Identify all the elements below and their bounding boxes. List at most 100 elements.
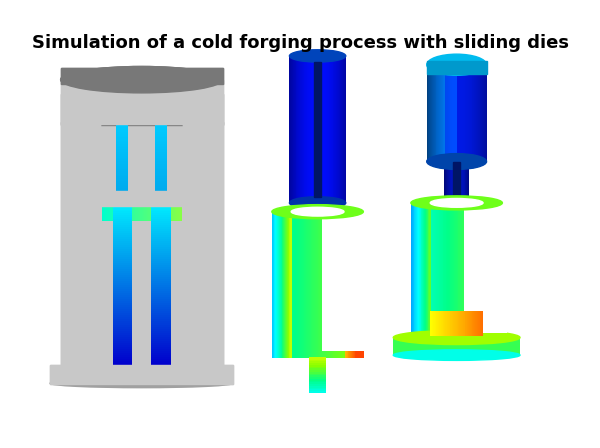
Bar — [438, 203, 439, 337]
Bar — [155, 123, 167, 125]
Bar — [454, 201, 455, 203]
Bar — [355, 212, 357, 358]
Bar — [451, 201, 452, 203]
Bar — [116, 202, 118, 221]
Bar — [443, 311, 445, 336]
Bar — [113, 317, 132, 319]
Bar — [155, 125, 167, 127]
Bar — [116, 179, 128, 181]
Bar — [302, 212, 304, 358]
Bar — [456, 201, 457, 203]
Bar — [462, 203, 463, 337]
Bar — [314, 62, 321, 197]
Bar — [151, 205, 170, 207]
Bar — [113, 223, 132, 225]
Bar — [309, 371, 326, 374]
Bar — [155, 171, 167, 173]
Bar — [298, 212, 299, 358]
Bar — [441, 65, 442, 162]
Bar — [151, 215, 170, 217]
Bar — [325, 56, 326, 203]
Bar — [113, 295, 132, 297]
Bar — [155, 152, 167, 154]
Bar — [170, 198, 172, 210]
Bar — [116, 171, 128, 173]
Bar — [113, 271, 132, 273]
Bar — [136, 202, 138, 221]
Bar — [278, 212, 280, 358]
Bar — [466, 162, 467, 201]
Bar — [151, 231, 170, 233]
Bar — [161, 202, 163, 221]
Bar — [155, 140, 167, 142]
Bar — [61, 80, 223, 124]
Bar — [113, 269, 132, 271]
Bar — [148, 198, 150, 210]
Bar — [116, 137, 128, 139]
Bar — [311, 212, 313, 358]
Bar — [116, 151, 128, 152]
Bar — [113, 287, 132, 289]
Bar — [61, 122, 223, 125]
Bar — [347, 212, 349, 358]
Bar — [151, 310, 170, 313]
Bar — [118, 202, 119, 221]
Bar — [461, 311, 463, 336]
Bar — [151, 313, 170, 315]
Bar — [155, 179, 167, 181]
Bar — [326, 212, 328, 358]
Bar — [284, 212, 286, 358]
Bar — [151, 328, 170, 331]
Bar — [113, 249, 132, 251]
Bar — [113, 237, 132, 239]
Bar — [446, 203, 448, 337]
Bar — [485, 65, 487, 162]
Bar — [309, 56, 310, 203]
Bar — [309, 361, 326, 363]
Bar — [155, 147, 167, 149]
Bar — [471, 311, 472, 336]
Bar — [144, 198, 146, 210]
Bar — [113, 263, 132, 265]
Bar — [151, 211, 170, 214]
Bar — [113, 306, 132, 309]
Bar — [113, 249, 132, 251]
Bar — [116, 166, 128, 168]
Bar — [334, 212, 335, 358]
Bar — [463, 65, 464, 162]
Bar — [136, 198, 138, 210]
Bar — [151, 336, 170, 339]
Bar — [155, 172, 167, 175]
Bar — [151, 327, 170, 329]
Bar — [170, 94, 183, 366]
Bar — [113, 225, 132, 228]
Bar — [327, 56, 329, 203]
Bar — [287, 212, 289, 358]
Bar — [469, 65, 470, 162]
Bar — [474, 311, 476, 336]
Bar — [169, 202, 171, 221]
Bar — [502, 203, 503, 337]
Bar — [151, 358, 170, 361]
Bar — [151, 263, 170, 265]
Bar — [155, 138, 167, 141]
Bar — [113, 281, 132, 283]
Bar — [277, 212, 278, 358]
Bar — [155, 142, 167, 144]
Bar — [151, 247, 170, 250]
Bar — [128, 124, 155, 191]
Bar — [149, 198, 151, 210]
Bar — [323, 56, 324, 203]
Bar — [457, 201, 458, 203]
Bar — [113, 243, 132, 246]
Bar — [180, 202, 182, 221]
Bar — [155, 123, 167, 125]
Bar — [151, 293, 170, 295]
Bar — [466, 311, 467, 336]
Bar — [471, 65, 472, 162]
Bar — [448, 201, 449, 203]
Ellipse shape — [393, 331, 520, 345]
Bar — [113, 310, 132, 313]
Bar — [479, 65, 481, 162]
Bar — [352, 212, 353, 358]
